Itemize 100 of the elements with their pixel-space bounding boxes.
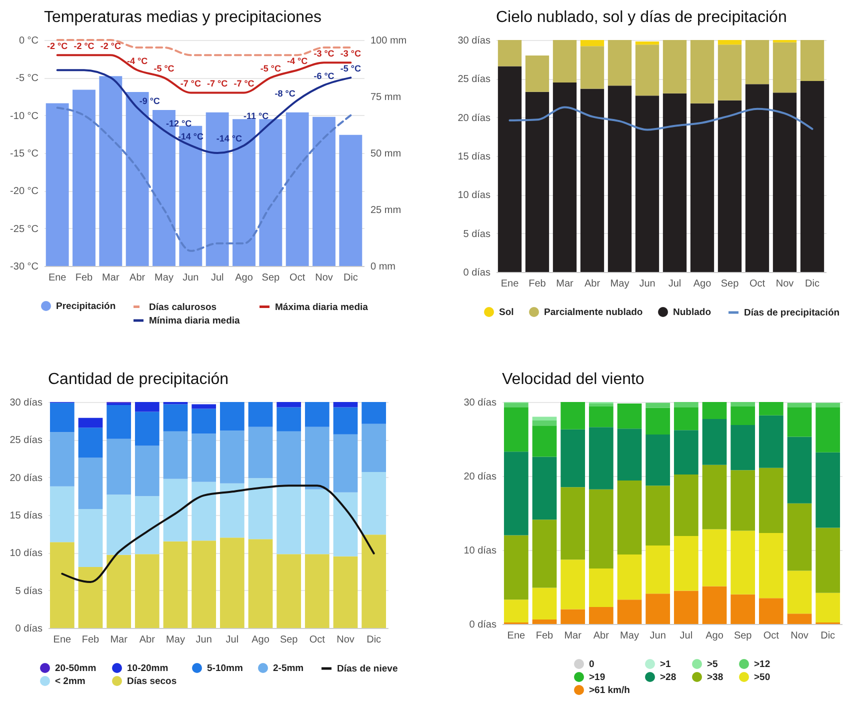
bar — [646, 486, 670, 546]
bar — [304, 489, 330, 554]
bar — [718, 44, 742, 100]
bar — [78, 566, 103, 628]
bar — [276, 407, 302, 432]
legend-label: 20-50mm — [55, 663, 96, 674]
x-tick-label: Oct — [290, 272, 306, 284]
bar — [50, 542, 74, 628]
bar — [163, 478, 188, 542]
x-tick-label: Nov — [336, 634, 354, 646]
chart-title: Temperaturas medias y precipitaciones — [44, 9, 322, 26]
x-tick-label: Sep — [262, 272, 280, 284]
y-tick-label: 20 días — [458, 112, 490, 124]
bar — [758, 468, 784, 533]
bar — [560, 487, 586, 560]
bar — [730, 402, 756, 406]
x-tick-label: Ago — [706, 630, 724, 642]
bar — [718, 40, 742, 45]
bar — [702, 529, 727, 586]
bar — [192, 482, 216, 541]
bar — [580, 88, 604, 272]
bar — [532, 416, 557, 420]
bar — [532, 456, 557, 520]
x-tick-label: Abr — [593, 630, 610, 642]
legend-label: Máxima diaria media — [275, 302, 369, 313]
legend-label: Mínima diaria media — [149, 316, 241, 326]
y-tick-label: 25 días — [458, 74, 490, 86]
legend-label: Días secos — [127, 676, 177, 687]
bar — [333, 402, 358, 408]
bar — [608, 40, 632, 86]
x-tick-label: Nov — [315, 272, 333, 284]
y-tick-label: -15 °C — [10, 148, 38, 160]
bar — [498, 66, 522, 272]
bar — [276, 554, 302, 628]
chart-title: Cantidad de precipitación — [48, 371, 229, 388]
bar — [248, 478, 273, 540]
bar — [532, 520, 557, 588]
x-tick-label: Jul — [668, 278, 682, 290]
bar — [333, 407, 358, 434]
bar — [304, 426, 330, 490]
bar — [646, 408, 670, 435]
x-tick-label: Abr — [130, 272, 146, 284]
legend-label: >5 — [707, 659, 719, 670]
bar — [800, 80, 824, 272]
bar — [560, 429, 586, 488]
y2-tick-label: 0 mm — [370, 262, 396, 272]
data-label: -7 °C — [234, 78, 255, 89]
bar — [635, 44, 660, 96]
bar — [163, 431, 188, 479]
bar — [532, 588, 557, 620]
bar — [232, 119, 256, 266]
x-tick-label: Sep — [734, 630, 752, 642]
y-tick-label: 30 días — [10, 398, 42, 408]
y2-tick-label: 100 mm — [370, 36, 407, 46]
x-tick-label: Ene — [48, 272, 67, 284]
bar — [816, 407, 840, 452]
bar — [192, 408, 216, 434]
y-tick-label: 30 días — [464, 398, 496, 408]
x-tick-label: Ago — [235, 272, 254, 284]
x-tick-label: Sep — [280, 634, 298, 646]
bar — [730, 470, 756, 531]
x-tick-label: Abr — [139, 634, 156, 646]
bar — [286, 112, 309, 266]
y-tick-label: -20 °C — [10, 186, 38, 198]
bar — [560, 560, 586, 610]
x-tick-label: Jun — [639, 278, 656, 290]
bar — [588, 427, 614, 490]
chart-title: Cielo nublado, sol y días de precipitación — [496, 9, 787, 26]
x-tick-label: Ene — [507, 630, 526, 642]
bar — [745, 40, 770, 84]
bar — [674, 402, 698, 408]
chart-title: Velocidad del viento — [502, 371, 644, 388]
bar — [702, 402, 727, 420]
bar — [333, 492, 358, 556]
legend-label: 10-20mm — [127, 663, 168, 674]
bar — [78, 418, 103, 428]
bar — [333, 434, 358, 492]
bar — [560, 402, 586, 430]
bar — [192, 540, 216, 628]
bar — [718, 100, 742, 272]
bar — [745, 84, 770, 272]
bar — [362, 472, 386, 535]
y-tick-label: 0 días — [15, 624, 42, 634]
bar — [816, 452, 840, 528]
x-tick-label: May — [610, 278, 630, 290]
bar — [674, 474, 698, 536]
bar — [304, 554, 330, 628]
x-tick-label: May — [620, 630, 639, 642]
x-tick-label: Mar — [564, 630, 582, 642]
legend-label: Días de nieve — [337, 664, 398, 674]
x-tick-label: May — [166, 634, 185, 646]
bar — [504, 452, 528, 536]
bar — [525, 55, 550, 92]
bar — [617, 600, 642, 624]
bar — [134, 446, 160, 496]
bar — [504, 402, 528, 408]
x-tick-label: Feb — [82, 634, 100, 646]
x-tick-label: Jul — [210, 272, 224, 284]
bar — [78, 428, 103, 458]
y-tick-label: 10 días — [464, 546, 496, 556]
